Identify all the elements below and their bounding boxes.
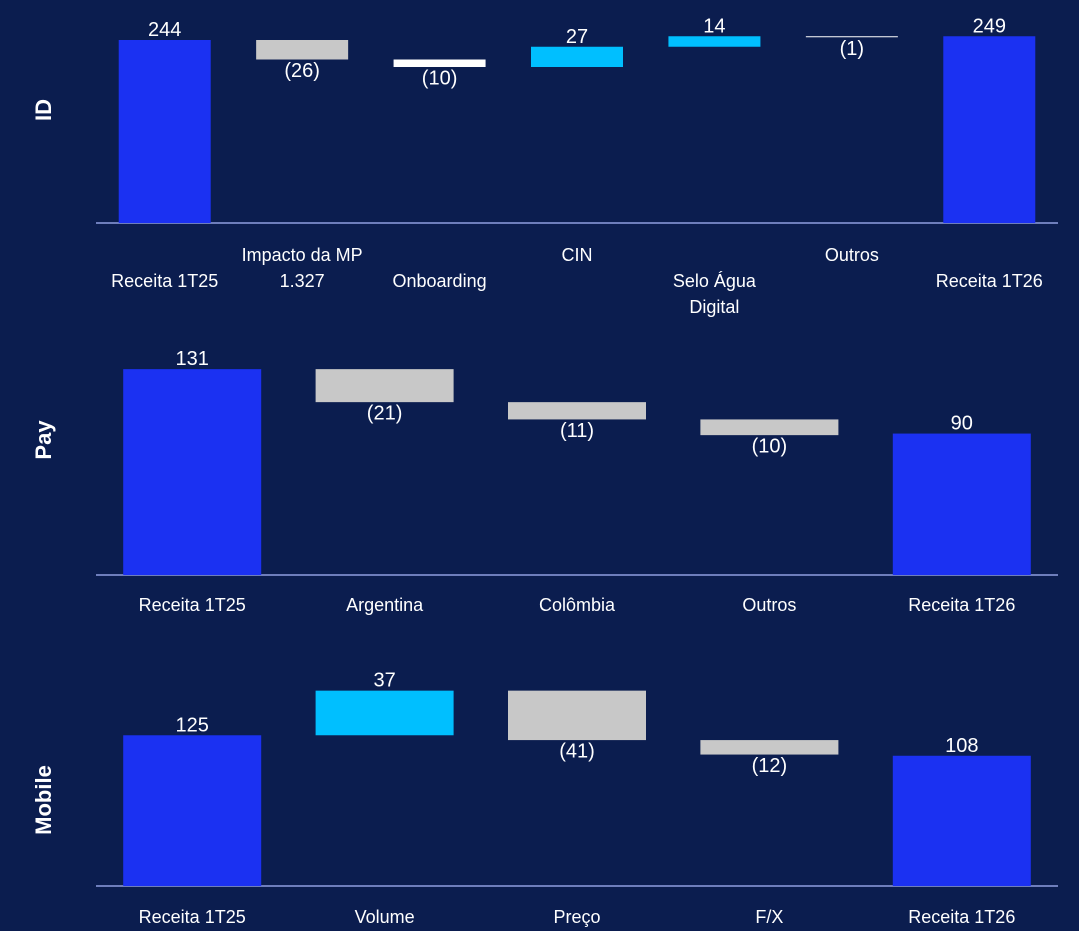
bar	[892, 755, 1031, 886]
category-label: Selo Água Digital	[672, 271, 756, 317]
bar	[531, 46, 623, 67]
bar	[700, 740, 839, 755]
category-label: Receita 1T25	[138, 595, 246, 615]
value-label: (26)	[284, 60, 320, 82]
value-label: 90	[951, 413, 973, 435]
category-label: Receita 1T26	[908, 595, 1016, 615]
category-label: Receita 1T25	[111, 271, 219, 291]
category-label: Outros	[824, 245, 879, 265]
row-title: Pay	[31, 420, 56, 460]
value-label: 249	[973, 15, 1006, 37]
value-label: 37	[373, 670, 395, 692]
bar	[668, 36, 761, 47]
bar	[118, 40, 211, 223]
value-label: 14	[703, 15, 725, 37]
category-label: Preço	[553, 907, 601, 927]
value-label: 27	[566, 26, 588, 48]
category-label: Onboarding	[392, 271, 487, 291]
bar	[393, 59, 486, 67]
value-label: (1)	[840, 38, 864, 60]
category-label: Colômbia	[538, 595, 616, 615]
value-label: (10)	[422, 68, 458, 90]
value-label: (10)	[752, 436, 788, 458]
bar	[315, 690, 454, 736]
category-label: Argentina	[346, 595, 424, 615]
value-label: (41)	[559, 741, 595, 763]
category-label: Receita 1T26	[908, 907, 1016, 927]
value-label: (11)	[560, 420, 594, 442]
value-label: (12)	[752, 755, 788, 777]
value-label: 131	[176, 348, 209, 370]
value-label: 244	[148, 19, 181, 41]
bar	[123, 369, 262, 575]
bar	[315, 369, 454, 403]
category-label: F/X	[755, 907, 784, 927]
bar	[256, 40, 349, 60]
bar	[943, 36, 1036, 223]
bar	[123, 735, 262, 886]
category-label: Outros	[742, 595, 797, 615]
bar	[892, 433, 1031, 575]
category-label: Impacto da MP 1.327	[241, 245, 363, 291]
category-label: Receita 1T25	[138, 907, 246, 927]
row-title: Mobile	[31, 765, 56, 835]
bar	[805, 36, 898, 38]
row-title: ID	[31, 99, 56, 121]
category-label: Volume	[354, 907, 415, 927]
bar	[700, 419, 839, 436]
category-label: CIN	[561, 245, 593, 265]
bar	[508, 402, 646, 420]
value-label: 125	[176, 714, 209, 736]
value-label: 108	[945, 735, 978, 757]
category-label: Receita 1T26	[935, 271, 1043, 291]
value-label: (21)	[367, 403, 403, 425]
bar	[508, 690, 646, 741]
